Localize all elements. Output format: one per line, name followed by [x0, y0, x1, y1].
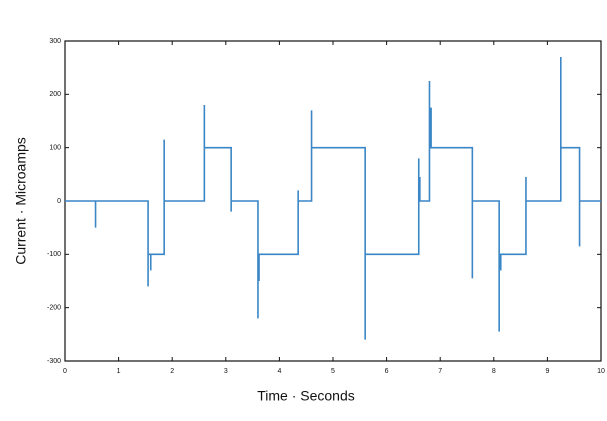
y-tick-label: 300	[49, 38, 61, 45]
y-tick-label: 200	[49, 91, 61, 98]
x-tick-label: 7	[438, 368, 442, 375]
y-tick-label: -100	[47, 251, 61, 258]
y-axis-label: Current · Microamps	[13, 137, 29, 265]
x-tick-label: 5	[331, 368, 335, 375]
x-tick-label: 10	[597, 368, 605, 375]
y-tick-label: 100	[49, 145, 61, 152]
x-tick-label: 6	[385, 368, 389, 375]
x-tick-label: 4	[277, 368, 281, 375]
x-tick-label: 9	[545, 368, 549, 375]
x-tick-label: 0	[63, 368, 67, 375]
x-tick-label: 2	[170, 368, 174, 375]
y-tick-label: -300	[47, 358, 61, 365]
y-tick-label: -200	[47, 305, 61, 312]
x-tick-label: 1	[117, 368, 121, 375]
x-tick-label: 3	[224, 368, 228, 375]
x-axis-label: Time · Seconds	[257, 388, 355, 404]
data-line	[65, 57, 601, 340]
y-tick-label: 0	[57, 198, 61, 205]
x-tick-label: 8	[492, 368, 496, 375]
